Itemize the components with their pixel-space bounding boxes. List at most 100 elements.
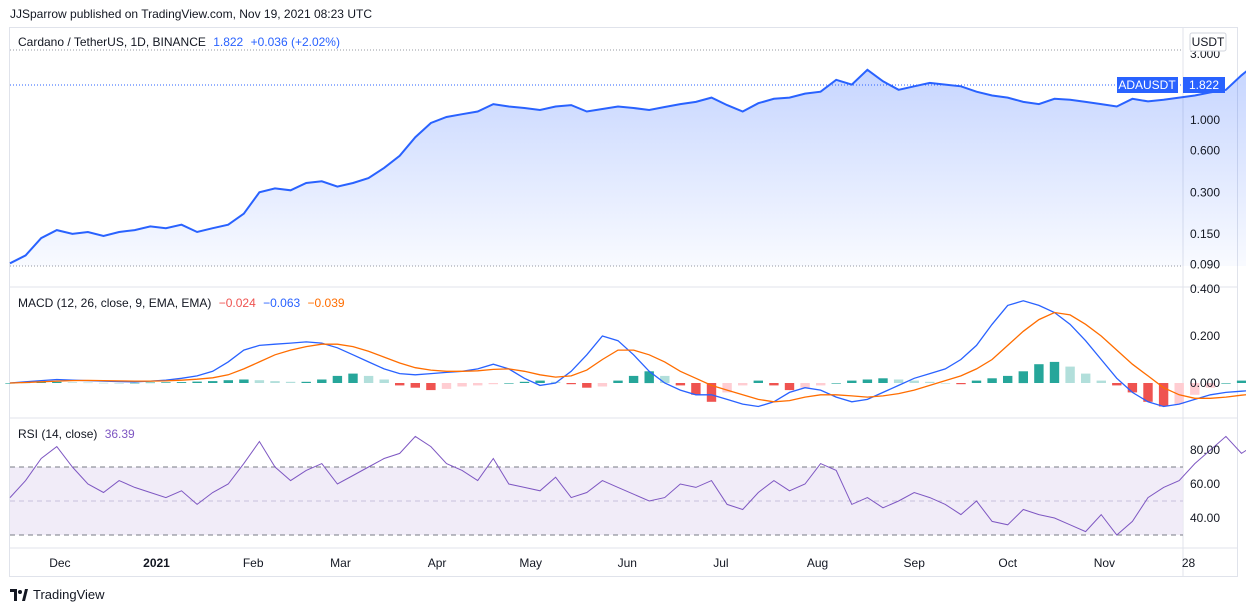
macd-hist-bar — [270, 381, 280, 383]
macd-hist-bar — [301, 381, 311, 383]
macd-hist-bar — [971, 380, 982, 383]
macd-hist-bar — [114, 383, 124, 384]
macd-hist-bar — [691, 383, 701, 395]
macd-hist-bar — [410, 383, 420, 388]
macd-hist-bar — [878, 378, 888, 383]
macd-hist-bar — [800, 383, 810, 388]
time-tick-10: Oct — [998, 556, 1017, 570]
macd-axis-ticks: 0.400 0.200 0.000 — [1190, 282, 1220, 390]
last-price-label: 1.822 — [1189, 78, 1219, 92]
macd-hist-bar — [1221, 383, 1231, 384]
macd-hist-bar — [1127, 383, 1138, 393]
macd-hist-bar — [660, 375, 670, 383]
macd-hist-bar — [1174, 383, 1184, 405]
macd-hist-bar — [566, 383, 576, 385]
macd-hist-bar — [441, 383, 452, 389]
rsi-title: RSI (14, close) — [18, 427, 98, 441]
signal-line — [9, 311, 1246, 403]
macd-hist-bar — [254, 380, 265, 383]
macd-hist-bar — [628, 375, 639, 383]
macd-hist-bar — [1236, 380, 1246, 383]
rsi-legend[interactable]: RSI (14, close) 36.39 — [18, 427, 139, 441]
macd-hist-bar — [426, 383, 436, 391]
macd-tick-2: 0.000 — [1190, 376, 1220, 390]
macd-hist-bar — [161, 382, 171, 383]
rsi-tick-1: 60.00 — [1190, 477, 1220, 491]
macd-hist-bar — [457, 383, 467, 387]
macd-hist-bar — [644, 371, 654, 384]
macd-hist-bar — [987, 378, 997, 383]
macd-hist-bar — [582, 383, 592, 388]
macd-hist-bar — [223, 380, 233, 383]
macd-legend[interactable]: MACD (12, 26, close, 9, EMA, EMA) −0.024… — [18, 296, 349, 310]
macd-hist-bar — [1190, 383, 1200, 395]
macd-hist-bar — [831, 383, 841, 384]
macd-hist-bar — [52, 381, 62, 383]
time-tick-3: Mar — [330, 556, 351, 570]
macd-hist-bar — [535, 380, 545, 383]
footer[interactable]: TradingView — [10, 587, 105, 602]
time-tick-4: Apr — [428, 556, 447, 570]
macd-hist-bar — [519, 381, 530, 383]
macd-hist-bar — [488, 383, 498, 385]
macd-hist-bar — [83, 382, 93, 384]
footer-brand: TradingView — [33, 587, 105, 602]
macd-histogram — [5, 361, 1246, 407]
macd-hist-bar — [176, 382, 187, 383]
macd-hist-bar — [753, 380, 763, 383]
macd-hist-bar — [706, 383, 717, 402]
macd-value: −0.063 — [263, 296, 301, 310]
rsi-tick-2: 40.00 — [1190, 511, 1220, 525]
macd-hist-bar — [239, 379, 249, 383]
time-tick-6: Jun — [618, 556, 637, 570]
macd-hist-bar — [395, 383, 405, 386]
macd-line — [9, 300, 1246, 408]
macd-hist-bar — [1034, 364, 1044, 383]
macd-hist-bar — [504, 383, 514, 384]
macd-hist-bar — [940, 383, 951, 384]
macd-hist-bar — [285, 381, 296, 383]
macd-hist-bar — [5, 383, 15, 384]
macd-hist-bar — [363, 375, 374, 383]
time-tick-8: Aug — [807, 556, 828, 570]
price-legend[interactable]: Cardano / TetherUS, 1D, BINANCE 1.822 +0… — [18, 35, 344, 49]
macd-hist-bar — [36, 382, 46, 383]
macd-hist-bar — [1112, 383, 1122, 386]
macd-title: MACD (12, 26, close, 9, EMA, EMA) — [18, 296, 212, 310]
unit-label[interactable]: USDT — [1192, 35, 1225, 49]
price-line — [9, 68, 1246, 265]
macd-hist-bar — [675, 383, 686, 386]
rsi-line — [9, 435, 1246, 536]
price-tick-3: 0.600 — [1190, 144, 1220, 158]
macd-hist-bar — [67, 382, 78, 383]
macd-hist-bar — [1143, 383, 1153, 402]
macd-hist-bar — [208, 381, 218, 383]
rsi-pane — [9, 435, 1246, 536]
publisher-header: JJSparrow published on TradingView.com, … — [10, 7, 372, 21]
rsi-axis-ticks: 80.00 60.00 40.00 — [1190, 443, 1220, 525]
tradingview-logo-icon — [10, 588, 28, 601]
macd-hist-bar — [98, 382, 109, 384]
macd-hist-bar — [909, 380, 919, 383]
unit-box — [1189, 32, 1227, 52]
time-tick-5: May — [519, 556, 542, 570]
price-tick-4: 1.000 — [1190, 113, 1220, 127]
price-tick-0: 0.090 — [1190, 258, 1220, 272]
time-tick-0: Dec — [49, 556, 70, 570]
macd-hist-bar — [1065, 366, 1075, 383]
macd-hist-bar — [1158, 383, 1169, 407]
time-tick-1: 2021 — [143, 556, 170, 570]
time-axis-ticks: Dec 2021 Feb Mar Apr May Jun Jul Aug Sep Oct Nov 28 — [49, 556, 1195, 570]
chart-frame[interactable] — [9, 27, 1238, 577]
macd-pane — [5, 300, 1246, 408]
macd-hist-bar — [130, 382, 140, 384]
price-tick-1: 0.150 — [1190, 227, 1220, 241]
macd-hist-bar — [192, 381, 202, 383]
macd-hist-bar — [722, 383, 732, 393]
time-tick-7: Jul — [713, 556, 728, 570]
macd-hist-bar — [1003, 375, 1013, 383]
price-tick-2: 0.300 — [1190, 185, 1220, 199]
macd-hist-bar — [1018, 371, 1028, 384]
symbol-label-box — [1117, 77, 1178, 93]
